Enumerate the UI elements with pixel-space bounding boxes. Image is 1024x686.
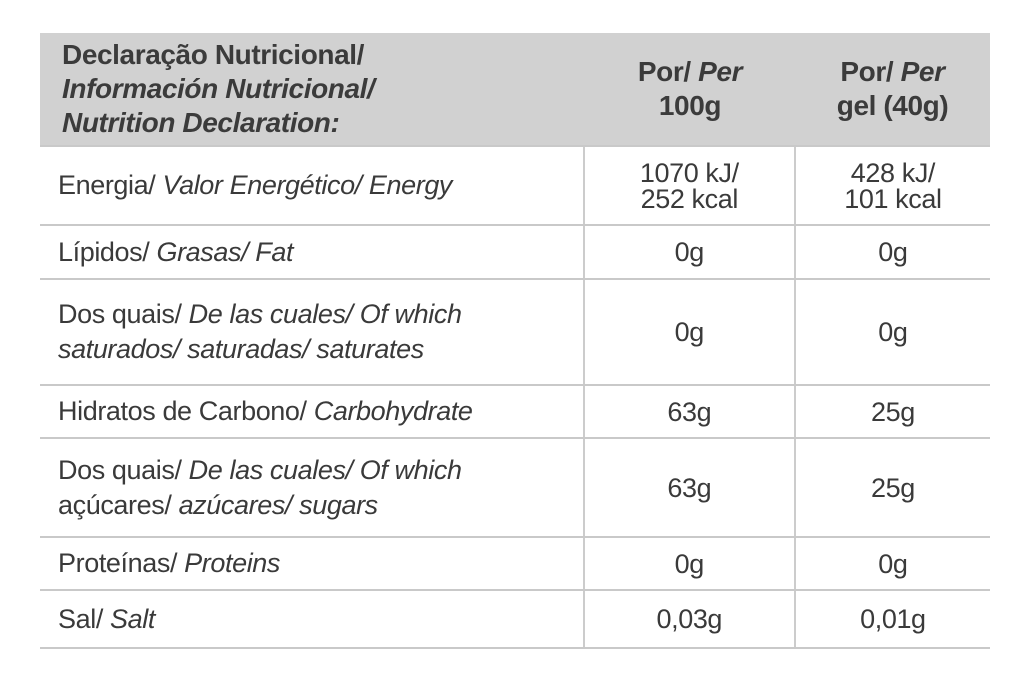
table-body: Energia/ Valor Energético/ Energy 1070 kJ… xyxy=(40,145,990,649)
header-per-gel-line: gel (40g) xyxy=(795,89,990,123)
value-line: 0g xyxy=(674,548,705,579)
text-segment: Por/ xyxy=(637,56,699,87)
text-italic-segment: De las cuales/ Of which xyxy=(188,454,462,485)
text-segment: Sal/ xyxy=(58,603,111,634)
value-line: 63g xyxy=(667,472,712,503)
table-row-fat: Lípidos/ Grasas/ Fat 0g 0g xyxy=(40,224,990,278)
table-row-energy: Energia/ Valor Energético/ Energy 1070 kJ… xyxy=(40,145,990,224)
value-per-gel: 0g xyxy=(793,280,990,384)
nutrition-declaration-table: Declaração Nutricional/Información Nutri… xyxy=(40,33,990,649)
text-segment: Hidratos de Carbono/ xyxy=(58,396,314,426)
header-col-per-100g: Por/ Per 100g xyxy=(585,55,795,123)
row-label: Proteínas/ Proteins xyxy=(40,546,583,581)
text-segment: Dos quais/ xyxy=(58,454,189,485)
value-line: 25g xyxy=(870,472,915,503)
text-italic-segment: Per xyxy=(698,56,743,87)
header-per-gel-line: Por/ Per xyxy=(795,55,990,89)
row-label-line: Dos quais/ De las cuales/ Of which xyxy=(58,453,583,488)
value-line: 0,03g xyxy=(656,604,723,634)
text-segment: 100g xyxy=(658,90,722,121)
value-per-gel: 0g xyxy=(793,538,990,589)
row-label-line: Sal/ Salt xyxy=(58,602,583,637)
text-italic-segment: Valor Energético/ Energy xyxy=(162,170,453,200)
row-label-line: Dos quais/ De las cuales/ Of which xyxy=(58,297,583,332)
value-line: 0g xyxy=(674,317,705,347)
header-title-line: Declaração Nutricional/ xyxy=(62,38,585,72)
row-label-line: Proteínas/ Proteins xyxy=(58,546,583,581)
text-italic-segment: Proteins xyxy=(184,548,281,578)
table-header-row: Declaração Nutricional/Información Nutri… xyxy=(40,33,990,145)
row-label-line: Energia/ Valor Energético/ Energy xyxy=(58,168,583,203)
row-label-line: açúcares/ azúcares/ sugars xyxy=(58,488,583,523)
text-segment: Lípidos/ xyxy=(58,236,157,267)
table-row-salt: Sal/ Salt 0,03g 0,01g xyxy=(40,589,990,647)
value-line: 101 kcal xyxy=(844,183,942,214)
header-per-100g-line: Por/ Per xyxy=(585,55,795,89)
value-line: 0g xyxy=(674,237,705,267)
text-segment: açúcares/ xyxy=(58,489,179,520)
value-line: 25g xyxy=(870,396,915,427)
header-title: Declaração Nutricional/Información Nutri… xyxy=(40,38,585,140)
value-per-100g: 0g xyxy=(582,280,794,384)
row-label: Hidratos de Carbono/ Carbohydrate xyxy=(40,394,583,429)
value-per-100g: 0g xyxy=(582,226,794,278)
text-italic-segment: Carbohydrate xyxy=(313,396,473,426)
row-label-line: Hidratos de Carbono/ Carbohydrate xyxy=(58,394,583,429)
value-per-gel: 0g xyxy=(793,226,990,278)
row-label: Dos quais/ De las cuales/ Of which satura… xyxy=(40,297,583,367)
text-italic-segment: Información Nutricional/ xyxy=(62,73,375,104)
value-per-100g: 0g xyxy=(582,538,794,589)
value-per-100g: 0,03g xyxy=(582,591,794,647)
text-italic-segment: De las cuales/ Of which xyxy=(188,299,462,329)
value-per-gel: 25g xyxy=(793,386,990,437)
value-line: 1070 kJ/ xyxy=(639,157,739,188)
text-italic-segment: azúcares/ sugars xyxy=(178,489,379,520)
row-label: Sal/ Salt xyxy=(40,602,583,637)
table-row-carbohydrate: Hidratos de Carbono/ Carbohydrate 63g 25g xyxy=(40,384,990,437)
header-title-line: Información Nutricional/ xyxy=(62,72,585,106)
value-per-100g: 63g xyxy=(582,439,794,536)
row-label-line: Lípidos/ Grasas/ Fat xyxy=(58,235,583,270)
row-label: Lípidos/ Grasas/ Fat xyxy=(40,235,583,270)
value-line: 0g xyxy=(878,548,908,579)
value-line: 63g xyxy=(667,396,712,427)
value-per-gel: 25g xyxy=(793,439,990,536)
header-col-per-gel: Por/ Per gel (40g) xyxy=(795,55,990,123)
row-label: Dos quais/ De las cuales/ Of which açúcar… xyxy=(40,453,583,523)
value-line: 0g xyxy=(878,237,908,267)
text-segment: Dos quais/ xyxy=(58,299,189,329)
value-line: 252 kcal xyxy=(640,183,739,214)
text-italic-segment: Nutrition Declaration: xyxy=(62,107,340,138)
value-per-gel: 428 kJ/101 kcal xyxy=(793,147,990,224)
value-line: 0g xyxy=(878,317,908,347)
text-segment: gel (40g) xyxy=(836,90,949,121)
text-italic-segment: Salt xyxy=(110,603,155,634)
text-italic-segment: Grasas/ Fat xyxy=(156,236,294,267)
row-label: Energia/ Valor Energético/ Energy xyxy=(40,168,583,203)
text-segment: Proteínas/ xyxy=(58,548,185,578)
value-per-100g: 1070 kJ/252 kcal xyxy=(582,147,794,224)
table-row-proteins: Proteínas/ Proteins 0g 0g xyxy=(40,536,990,589)
table-row-saturates: Dos quais/ De las cuales/ Of which satura… xyxy=(40,278,990,384)
row-label-line: saturados/ saturadas/ saturates xyxy=(58,332,583,367)
text-italic-segment: saturados/ saturadas/ saturates xyxy=(58,334,424,364)
text-italic-segment: Per xyxy=(900,56,945,87)
table-row-sugars: Dos quais/ De las cuales/ Of which açúcar… xyxy=(40,437,990,536)
value-per-100g: 63g xyxy=(582,386,794,437)
header-title-line: Nutrition Declaration: xyxy=(62,106,585,140)
header-per-100g-line: 100g xyxy=(585,89,795,123)
text-segment: Energia/ xyxy=(58,170,163,200)
value-line: 0,01g xyxy=(860,604,926,634)
text-segment: Por/ xyxy=(840,56,901,87)
value-line: 428 kJ/ xyxy=(850,157,936,188)
text-segment: Declaração Nutricional/ xyxy=(62,39,365,70)
value-per-gel: 0,01g xyxy=(793,591,990,647)
